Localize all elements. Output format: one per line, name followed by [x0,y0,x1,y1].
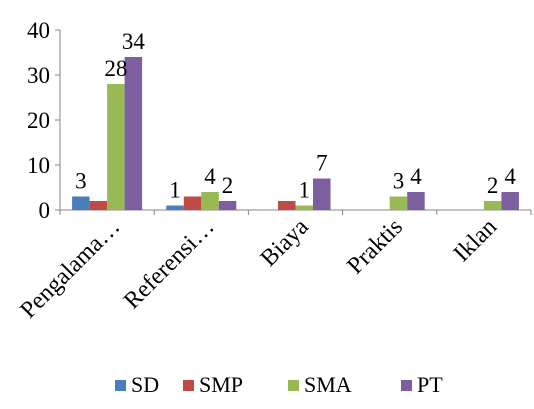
y-tick-label: 30 [27,63,50,88]
data-label-sd-0: 3 [75,169,87,194]
bar-sma-1 [201,192,219,210]
bar-sma-0 [107,84,125,210]
bar-smp-2 [278,201,296,210]
bar-sma-3 [389,196,408,210]
chart-legend: SD SMP SMA PT [115,372,443,397]
data-label-pt-2: 7 [316,151,328,176]
legend-label-smp: SMP [199,372,243,397]
x-category-label: Referensi… [119,214,219,314]
chart-axes: 0 10 20 30 40 Pengalama…Referensi… Biaya Prakti… [16,18,532,324]
y-tick-label: 20 [27,108,50,133]
data-label-pt-3: 4 [410,164,422,189]
legend-swatch-sd [115,380,126,391]
x-category-label: Praktis [342,214,408,280]
data-label-sma-1: 4 [204,164,216,189]
data-label-sd-1: 1 [169,178,181,203]
x-category-label: Pengalama… [16,214,126,324]
bar-pt-0 [124,57,143,210]
bar-smp-1 [183,196,202,210]
legend-swatch-sma [288,380,299,391]
x-category-label: Biaya [256,214,314,272]
data-label-sma-3: 3 [393,169,405,194]
bar-sma-2 [295,205,313,210]
legend-swatch-smp [183,380,194,391]
bar-pt-4 [501,192,519,210]
y-tick-label: 10 [27,153,50,178]
chart-bars [72,57,519,210]
legend-label-pt: PT [417,372,443,397]
y-tick-label: 0 [39,198,51,223]
data-label-sma-0: 28 [104,56,127,81]
data-label-sma-4: 2 [487,173,499,198]
bar-pt-3 [407,192,425,210]
bar-pt-2 [313,178,331,210]
bar-pt-1 [218,201,237,210]
x-category-label: Iklan [449,214,502,267]
bar-sd-0 [72,196,90,210]
bar-smp-0 [89,201,108,210]
bar-sma-4 [483,201,502,210]
data-label-sma-2: 1 [299,178,311,203]
bar-sd-1 [166,205,184,210]
y-tick-label: 40 [27,18,50,43]
data-label-pt-4: 4 [504,164,516,189]
legend-label-sd: SD [131,372,159,397]
data-label-pt-1: 2 [222,173,234,198]
legend-swatch-pt [401,380,412,391]
legend-label-sma: SMA [304,372,352,397]
data-label-pt-0: 34 [122,29,146,54]
